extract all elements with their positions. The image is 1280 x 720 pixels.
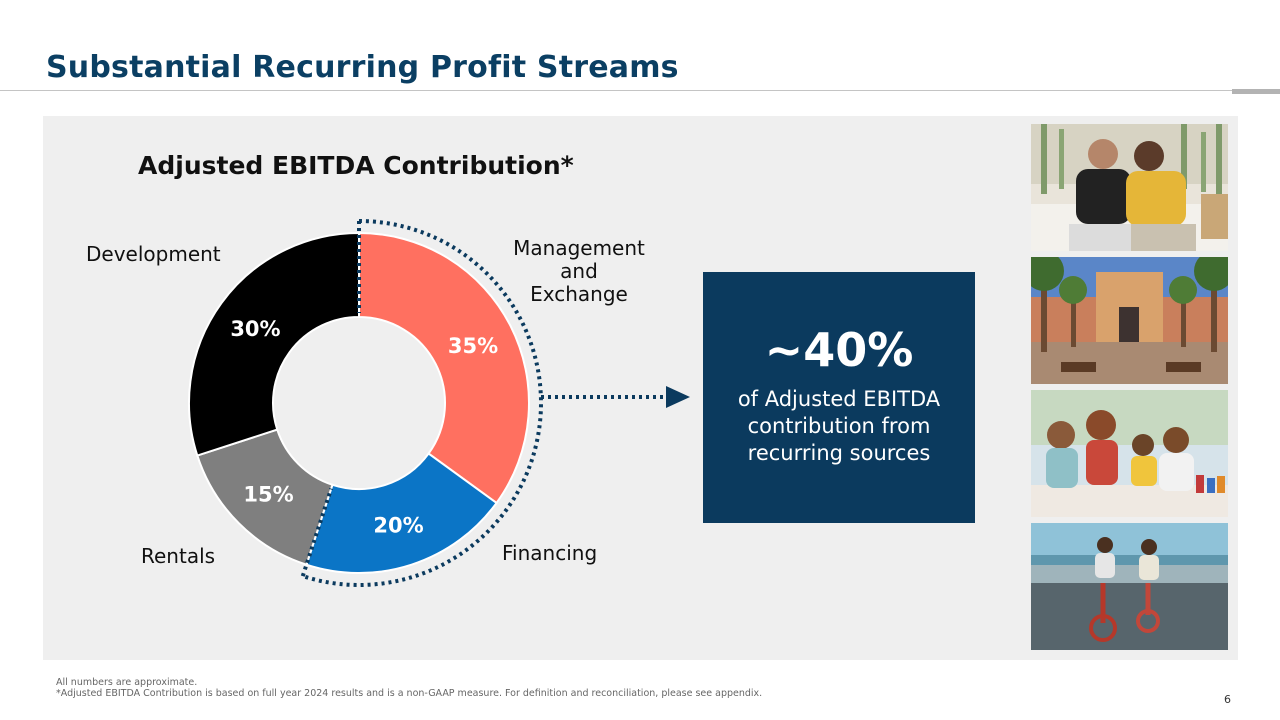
management-label-line-1: Management	[513, 236, 645, 260]
recurring-highlight	[300, 219, 690, 587]
footnote-2: *Adjusted EBITDA Contribution is based o…	[56, 688, 763, 699]
category-label-financing: Financing	[502, 541, 598, 565]
management-label-line-2: and	[560, 259, 598, 283]
value-label-rentals: 15%	[243, 483, 293, 507]
donut-slice-development	[188, 231, 360, 457]
resort-courtyard-photo	[1031, 257, 1228, 384]
recurring-callout-box: ~40% of Adjusted EBITDA contribution fro…	[703, 272, 975, 523]
value-label-management-and-exchange: 35%	[448, 334, 498, 358]
callout-text: of Adjusted EBITDA contribution from rec…	[737, 387, 941, 465]
title-divider	[0, 90, 1280, 91]
management-label-line-3: Exchange	[530, 282, 628, 306]
category-label-management-exchange: Management and Exchange	[500, 237, 658, 306]
value-label-financing: 20%	[373, 514, 423, 538]
slide-title: Substantial Recurring Profit Streams	[46, 50, 679, 85]
callout-headline: ~40%	[764, 323, 914, 377]
donut-value-labels: 35% 20% 15% 30%	[230, 317, 498, 538]
callout-arrowhead	[666, 386, 690, 408]
category-label-rentals: Rentals	[141, 544, 216, 568]
donut-slices	[188, 231, 530, 574]
title-divider-accent	[1232, 89, 1280, 94]
page-number: 6	[1224, 693, 1231, 706]
chart-title: Adjusted EBITDA Contribution*	[138, 151, 574, 180]
recurring-bracket-end	[300, 487, 334, 577]
friends-eating-ice-cream-photo	[1031, 124, 1228, 251]
footnote-1: All numbers are approximate.	[56, 677, 198, 688]
kids-biking-beach-photo	[1031, 523, 1228, 650]
donut-slice-management-and-exchange	[358, 231, 530, 505]
family-painting-photo	[1031, 390, 1228, 517]
footnotes: All numbers are approximate. *Adjusted E…	[56, 677, 762, 699]
category-label-development: Development	[86, 242, 221, 266]
donut-slice-financing	[305, 452, 498, 574]
value-label-development: 30%	[230, 317, 280, 341]
